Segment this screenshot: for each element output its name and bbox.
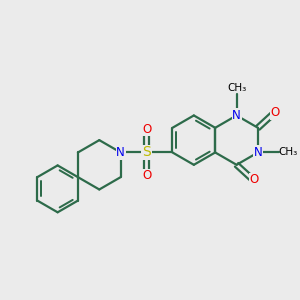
Text: O: O: [249, 173, 259, 186]
Text: O: O: [142, 169, 151, 182]
Text: N: N: [116, 146, 125, 159]
Text: S: S: [142, 146, 151, 160]
Text: N: N: [254, 146, 262, 159]
Text: O: O: [271, 106, 280, 119]
Text: CH₃: CH₃: [278, 148, 297, 158]
Text: N: N: [232, 109, 241, 122]
Text: CH₃: CH₃: [227, 83, 246, 93]
Text: O: O: [142, 122, 151, 136]
